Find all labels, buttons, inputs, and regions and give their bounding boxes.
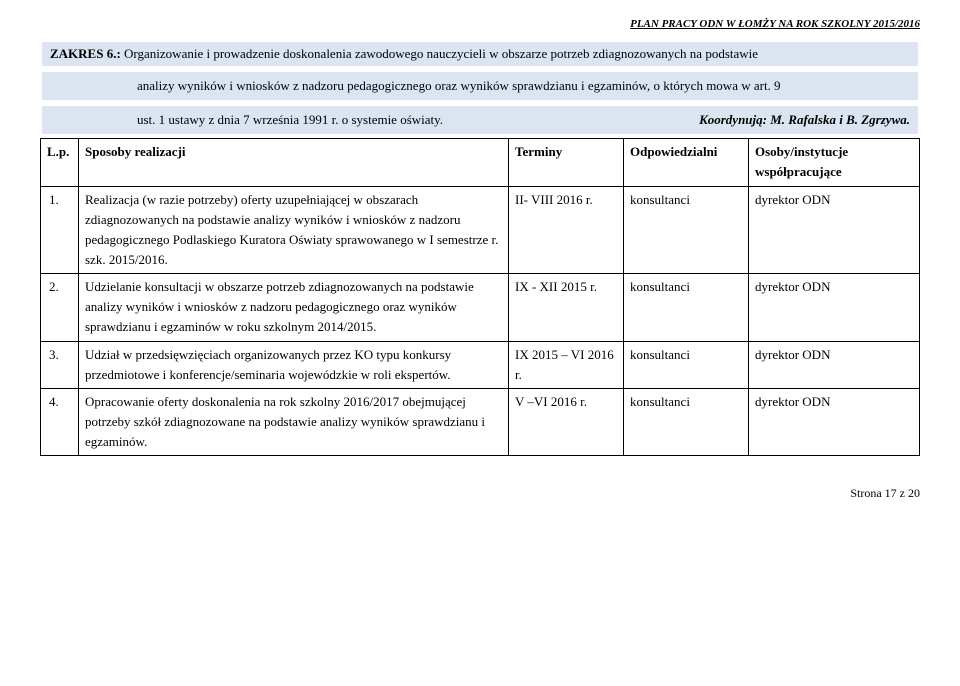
cell-osoby: dyrektor ODN bbox=[749, 186, 920, 274]
col-terminy: Terminy bbox=[509, 139, 624, 186]
table-row: 1.Realizacja (w razie potrzeby) oferty u… bbox=[41, 186, 920, 274]
document-header: PLAN PRACY ODN W ŁOMŻY NA ROK SZKOLNY 20… bbox=[40, 18, 920, 30]
col-sposoby: Sposoby realizacji bbox=[79, 139, 509, 186]
col-osoby: Osoby/instytucje współpracujące bbox=[749, 139, 920, 186]
table-row: 3.Udział w przedsięwzięciach organizowan… bbox=[41, 341, 920, 388]
page-footer: Strona 17 z 20 bbox=[40, 486, 920, 501]
cell-sposoby: Udział w przedsięwzięciach organizowanyc… bbox=[79, 341, 509, 388]
main-table: L.p. Sposoby realizacji Terminy Odpowied… bbox=[40, 138, 920, 456]
zakres-label: ZAKRES 6.: bbox=[50, 46, 121, 61]
cell-num: 3. bbox=[41, 341, 79, 388]
zakres-line2: analizy wyników i wniosków z nadzoru ped… bbox=[40, 70, 920, 102]
zakres-line3: ust. 1 ustawy z dnia 7 września 1991 r. … bbox=[40, 104, 920, 136]
cell-terminy: IX 2015 – VI 2016 r. bbox=[509, 341, 624, 388]
cell-odpowiedzialni: konsultanci bbox=[624, 341, 749, 388]
cell-num: 4. bbox=[41, 388, 79, 455]
zakres-title-box: ZAKRES 6.: Organizowanie i prowadzenie d… bbox=[40, 40, 920, 68]
zakres-text-line1: Organizowanie i prowadzenie doskonalenia… bbox=[124, 46, 758, 61]
table-row: 4.Opracowanie oferty doskonalenia na rok… bbox=[41, 388, 920, 455]
cell-sposoby: Opracowanie oferty doskonalenia na rok s… bbox=[79, 388, 509, 455]
koordynuja-text: Koordynują: M. Rafalska i B. Zgrzywa. bbox=[699, 110, 910, 130]
cell-num: 2. bbox=[41, 274, 79, 341]
cell-terminy: V –VI 2016 r. bbox=[509, 388, 624, 455]
cell-sposoby: Udzielanie konsultacji w obszarze potrze… bbox=[79, 274, 509, 341]
zakres-line3-text: ust. 1 ustawy z dnia 7 września 1991 r. … bbox=[137, 112, 443, 127]
cell-osoby: dyrektor ODN bbox=[749, 388, 920, 455]
col-odpowiedzialni: Odpowiedzialni bbox=[624, 139, 749, 186]
cell-osoby: dyrektor ODN bbox=[749, 274, 920, 341]
cell-odpowiedzialni: konsultanci bbox=[624, 388, 749, 455]
cell-odpowiedzialni: konsultanci bbox=[624, 274, 749, 341]
cell-sposoby: Realizacja (w razie potrzeby) oferty uzu… bbox=[79, 186, 509, 274]
cell-odpowiedzialni: konsultanci bbox=[624, 186, 749, 274]
cell-terminy: IX - XII 2015 r. bbox=[509, 274, 624, 341]
cell-num: 1. bbox=[41, 186, 79, 274]
table-header-row: L.p. Sposoby realizacji Terminy Odpowied… bbox=[41, 139, 920, 186]
cell-terminy: II- VIII 2016 r. bbox=[509, 186, 624, 274]
table-row: 2.Udzielanie konsultacji w obszarze potr… bbox=[41, 274, 920, 341]
col-lp: L.p. bbox=[41, 139, 79, 186]
cell-osoby: dyrektor ODN bbox=[749, 341, 920, 388]
